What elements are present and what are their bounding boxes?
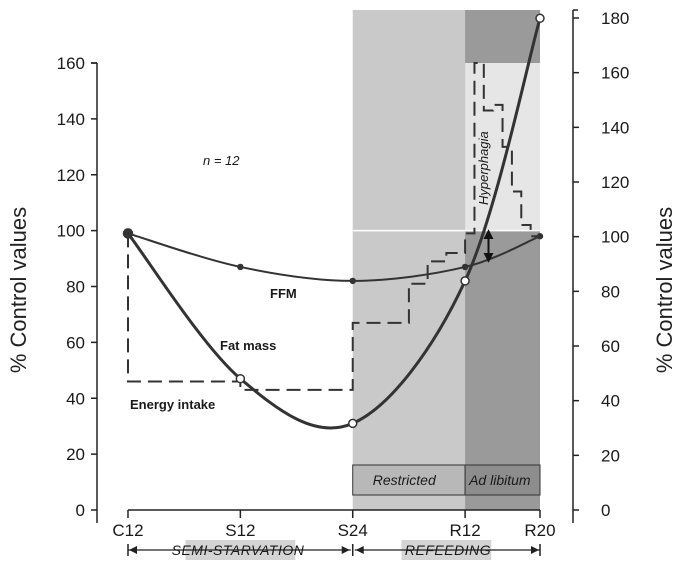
energy-intake-label: Energy intake	[130, 397, 215, 412]
axes	[91, 9, 579, 523]
tick-labels: 0 20 40 60 80 100 120 140 160 0 20 40 60 80 100 120 140 1…	[57, 9, 630, 540]
left-tick-label: 140	[57, 110, 85, 129]
right-tick-label: 60	[601, 337, 620, 356]
restricted-label: Restricted	[373, 472, 437, 488]
right-tick-label: 120	[601, 173, 629, 192]
y-axis-title-left: % Control values	[6, 207, 31, 373]
left-tick-label: 20	[66, 445, 85, 464]
ffm-point	[461, 263, 469, 271]
x-tick-label: S24	[338, 521, 368, 540]
right-tick-label: 100	[601, 228, 629, 247]
fat-mass-point	[122, 228, 134, 239]
right-tick-label: 140	[601, 118, 629, 137]
phase-arrow-head	[355, 546, 364, 554]
gap-arrow-head-down	[483, 252, 494, 263]
phase-arrow-head	[341, 546, 350, 554]
refeeding-label: REFEEDING	[405, 542, 491, 558]
left-tick-label: 160	[57, 54, 85, 73]
right-tick-label: 180	[601, 9, 629, 28]
ffm-point	[349, 277, 356, 285]
x-tick-label: R20	[524, 521, 555, 540]
ffm-point	[536, 233, 544, 240]
phase-bar	[127, 540, 541, 560]
fat-mass-line	[126, 17, 542, 430]
left-tick-label: 80	[66, 278, 85, 297]
fat-mass-point	[235, 373, 246, 384]
hyperphagia-label: Hyperphagia	[476, 131, 491, 205]
sample-size-label: n = 12	[203, 153, 240, 168]
data-points	[122, 13, 545, 429]
right-tick-label: 20	[601, 446, 620, 465]
x-tick-label: C12	[112, 521, 143, 540]
fat-mass-point	[460, 276, 470, 286]
left-tick-label: 100	[57, 222, 85, 241]
ad-libitum-box	[464, 464, 541, 496]
right-tick-label: 160	[601, 64, 629, 83]
energy-intake-line	[127, 62, 540, 391]
ad-libitum-label: Ad libitum	[468, 472, 531, 488]
left-tick-label: 60	[66, 333, 85, 352]
ffm-point	[237, 263, 244, 271]
left-tick-label: 120	[57, 166, 85, 185]
phase-arrow-head	[531, 546, 539, 554]
right-tick-label: 80	[601, 282, 620, 301]
semi-starvation-label: SEMI-STARVATION	[172, 542, 305, 558]
right-tick-label: 0	[601, 501, 610, 520]
fat-mass-point	[535, 13, 545, 24]
gap-arrow	[483, 229, 494, 263]
phase-arrow-head	[129, 546, 137, 554]
ffm-label: FFM	[270, 286, 297, 301]
fat-mass-label: Fat mass	[220, 338, 276, 353]
y-axis-title-right: % Control values	[652, 207, 677, 373]
x-tick-label: S12	[225, 521, 255, 540]
left-tick-label: 0	[76, 501, 85, 520]
right-tick-label: 40	[601, 392, 620, 411]
left-tick-label: 40	[66, 389, 85, 408]
gap-arrow-head-up	[483, 229, 494, 240]
x-tick-label: R12	[449, 521, 480, 540]
fat-mass-point	[347, 418, 358, 429]
